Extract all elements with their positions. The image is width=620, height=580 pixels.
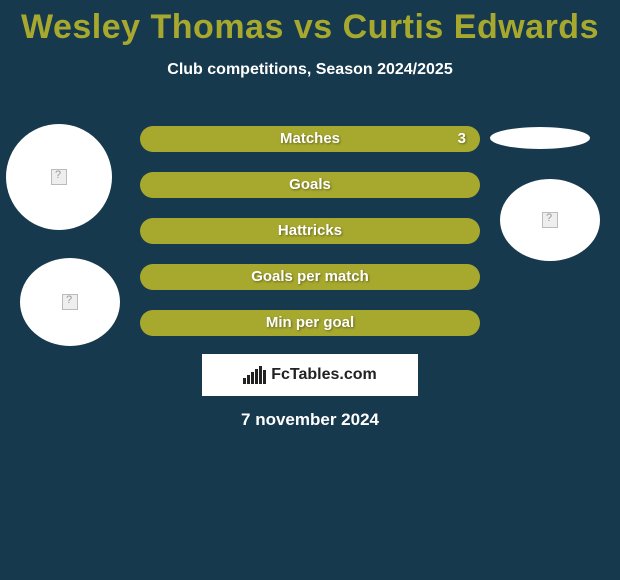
avatar-circle: [20, 258, 120, 346]
stat-label: Min per goal: [266, 314, 354, 331]
page-title: Wesley Thomas vs Curtis Edwards: [0, 0, 620, 47]
placeholder-icon: [542, 212, 558, 228]
logo-text: FcTables.com: [271, 366, 377, 384]
avatar-circle: [6, 124, 112, 230]
placeholder-icon: [51, 169, 67, 185]
stat-label: Hattricks: [278, 222, 342, 239]
stat-bar: Hattricks: [140, 218, 480, 244]
stat-label: Goals per match: [251, 268, 369, 285]
stat-bar: Goals: [140, 172, 480, 198]
date-text: 7 november 2024: [0, 410, 620, 430]
stat-bar: Min per goal: [140, 310, 480, 336]
stat-bar: Goals per match: [140, 264, 480, 290]
stat-bar: Matches 3: [140, 126, 480, 152]
stats-bars: Matches 3 Goals Hattricks Goals per match Min…: [140, 126, 480, 356]
stat-label: Matches: [280, 130, 340, 147]
stat-label: Goals: [289, 176, 331, 193]
decor-ellipse: [490, 127, 590, 149]
subtitle: Club competitions, Season 2024/2025: [0, 61, 620, 79]
logo-box: FcTables.com: [202, 354, 418, 396]
stat-value-right: 3: [458, 126, 466, 152]
logo-chart-icon: [243, 366, 267, 384]
avatar-circle: [500, 179, 600, 261]
placeholder-icon: [62, 294, 78, 310]
